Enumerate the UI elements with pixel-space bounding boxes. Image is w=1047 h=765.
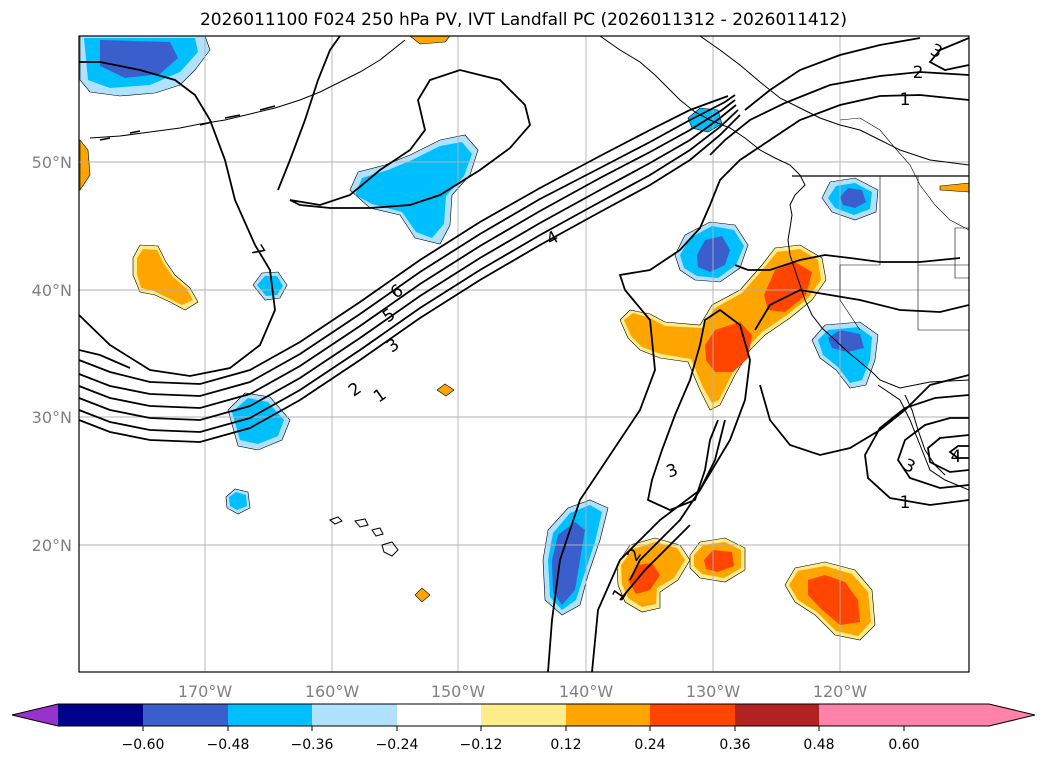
lat-tick-label: 30°N <box>32 408 72 427</box>
contour-label: 1 <box>900 493 911 513</box>
colorbar-tick-label: 0.12 <box>550 737 581 753</box>
pv-positive-region <box>628 563 660 594</box>
colorbar-segment <box>397 704 481 726</box>
colorbar-tick-label: −0.36 <box>291 737 334 753</box>
colorbar: −0.60 −0.48 −0.36 −0.24 −0.12 0.12 0.24 … <box>11 703 1036 753</box>
colorbar-segment <box>228 704 312 726</box>
contour-label: 2 <box>913 63 924 83</box>
colorbar-segment <box>566 704 650 726</box>
pv-negative-region <box>229 492 247 510</box>
colorbar-tick-label: −0.60 <box>122 737 165 753</box>
colorbar-tick-label: 0.24 <box>634 737 665 753</box>
colorbar-tick-label: −0.48 <box>207 737 250 753</box>
contour-label: 1 <box>900 90 911 110</box>
pv-negative-region <box>257 276 283 296</box>
colorbar-tick-label: −0.24 <box>376 737 419 753</box>
colorbar-segment <box>735 704 819 726</box>
map-title: 2026011100 F024 250 hPa PV, IVT Landfall… <box>199 10 847 30</box>
pv-negative-region <box>355 142 472 238</box>
pv-positive-region <box>705 322 752 372</box>
pv-negative-region <box>697 236 730 272</box>
colorbar-segment <box>650 704 735 726</box>
map-frame <box>78 35 970 673</box>
lat-axis: 50°N 40°N 30°N 20°N <box>32 153 72 555</box>
lat-tick-label: 40°N <box>32 281 72 300</box>
pv-positive-region <box>436 383 455 397</box>
lon-tick-label: 170°W <box>178 682 233 701</box>
colorbar-tick-label: −0.12 <box>460 737 503 753</box>
lat-tick-label: 20°N <box>32 536 72 555</box>
coastlines <box>89 36 969 557</box>
pv-negative-region <box>100 40 178 78</box>
pv-negative-region <box>232 398 284 444</box>
lat-tick-label: 50°N <box>32 153 72 172</box>
pv-positive-region <box>764 262 812 312</box>
pv-positive-region <box>137 249 193 305</box>
ivt-contours <box>79 36 969 672</box>
map-panel: 7 6 5 4 3 2 1 3 2 1 3 2 1 3 4 1 <box>79 36 969 672</box>
lon-tick-label: 150°W <box>431 682 486 701</box>
pv-positive-region <box>808 575 860 625</box>
colorbar-tick-label: 0.60 <box>888 737 919 753</box>
colorbar-segment <box>58 704 143 726</box>
lon-tick-label: 130°W <box>686 682 741 701</box>
pv-positive-region <box>704 550 734 572</box>
colorbar-segment <box>312 704 397 726</box>
pv-positive-region <box>414 587 431 603</box>
pv-negative-region <box>828 330 864 352</box>
colorbar-extend-max <box>904 704 1035 726</box>
lon-tick-label: 120°W <box>813 682 868 701</box>
pv-positive-region <box>409 36 451 45</box>
colorbar-segment <box>143 704 228 726</box>
pv-positive-region <box>79 139 91 191</box>
pv-negative-region <box>552 522 585 605</box>
colorbar-segment <box>481 704 566 726</box>
lon-tick-label: 140°W <box>559 682 614 701</box>
pv-positive-region <box>939 182 969 193</box>
lon-axis: 170°W 160°W 150°W 140°W 130°W 120°W <box>178 682 868 701</box>
contour-label: 4 <box>951 447 962 467</box>
pv-negative-region <box>840 188 866 208</box>
colorbar-segment <box>819 704 904 726</box>
colorbar-tick-label: 0.36 <box>719 737 750 753</box>
lon-tick-label: 160°W <box>305 682 360 701</box>
gridlines <box>79 36 969 672</box>
colorbar-outline <box>11 703 1036 727</box>
colorbar-tick-label: 0.48 <box>803 737 834 753</box>
